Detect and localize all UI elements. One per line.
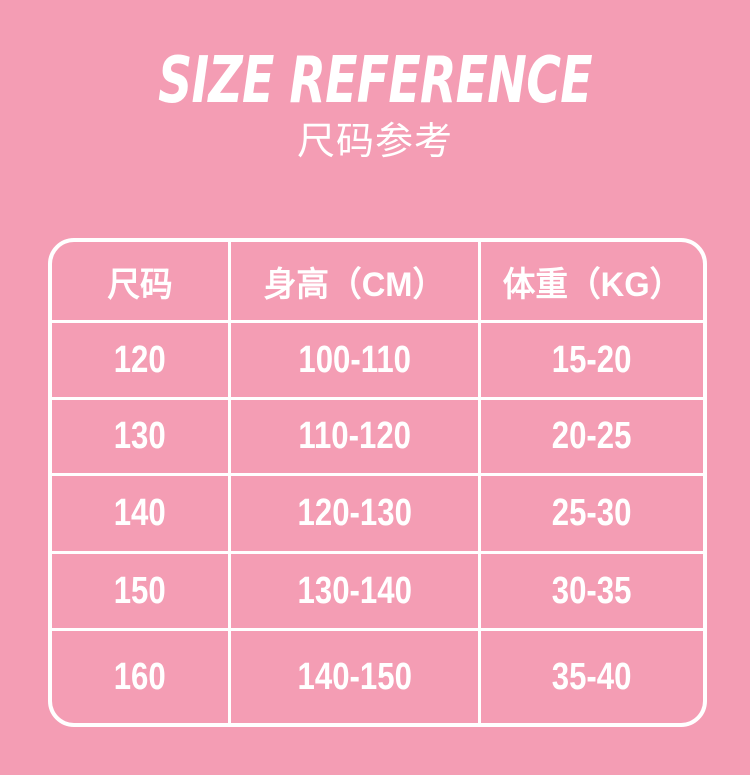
- page-title: SIZE REFERENCE: [158, 44, 592, 118]
- table-cell-value: 130: [114, 415, 166, 457]
- table-cell-height-120: 100-110: [231, 323, 478, 397]
- table-cell-value: 20-25: [552, 415, 632, 457]
- table-cell-value: 35-40: [552, 655, 632, 698]
- table-cell-value: 140-150: [297, 655, 412, 698]
- table-cell-size-160: 160: [52, 631, 228, 723]
- table-cell-size-130: 130: [52, 400, 228, 473]
- table-cell-value: 130-140: [297, 569, 412, 612]
- table-cell-value: 120-130: [297, 492, 412, 534]
- table-cell-value: 30-35: [552, 569, 632, 612]
- table-cell-size-120: 120: [52, 323, 228, 397]
- table-cell-weight-130: 20-25: [481, 400, 703, 473]
- column-header-height: 身高（CM）: [231, 242, 478, 320]
- column-header-size: 尺码: [52, 242, 228, 320]
- table-cell-height-140: 120-130: [231, 476, 478, 551]
- table-cell-value: 25-30: [552, 492, 632, 534]
- column-header-size-label: 尺码: [107, 265, 173, 304]
- table-cell-value: 100-110: [298, 338, 411, 381]
- table-cell-value: 150: [114, 569, 166, 612]
- table-cell-weight-140: 25-30: [481, 476, 703, 551]
- table-cell-height-150: 130-140: [231, 554, 478, 628]
- table-cell-value: 140: [114, 492, 166, 534]
- column-header-weight-label: 体重（KG）: [502, 265, 682, 304]
- table-cell-size-150: 150: [52, 554, 228, 628]
- table-cell-height-160: 140-150: [231, 631, 478, 723]
- table-cell-weight-150: 30-35: [481, 554, 703, 628]
- table-cell-height-130: 110-120: [231, 400, 478, 473]
- column-header-height-label: 身高（CM）: [263, 265, 446, 304]
- table-cell-value: 110-120: [298, 415, 411, 457]
- header: SIZE REFERENCE 尺码参考: [0, 0, 750, 164]
- size-table: 尺码 身高（CM） 体重（KG） 120 100-110 15-20 130 1…: [48, 238, 707, 727]
- table-cell-size-140: 140: [52, 476, 228, 551]
- table-cell-weight-160: 35-40: [481, 631, 703, 723]
- table-cell-value: 160: [114, 655, 166, 698]
- table-cell-value: 15-20: [552, 338, 632, 381]
- table-cell-weight-120: 15-20: [481, 323, 703, 397]
- column-header-weight: 体重（KG）: [481, 242, 703, 320]
- table-cell-value: 120: [114, 338, 166, 381]
- page-subtitle: 尺码参考: [296, 121, 453, 163]
